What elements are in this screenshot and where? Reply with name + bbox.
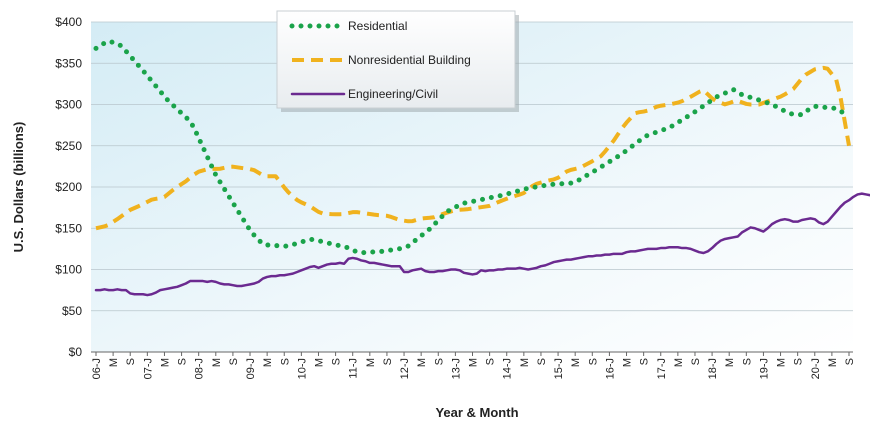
x-tick-label: S — [485, 358, 497, 365]
x-tick-label: S — [433, 358, 445, 365]
x-tick-label: M — [724, 358, 736, 367]
x-tick-label: 09-J — [245, 358, 257, 379]
x-axis-ticks: 06-J M S 07-J M S 08-J M S 09-J M S 10-J M S 11-J M S 12-J… — [91, 352, 856, 379]
x-tick-label: 12-J — [399, 358, 411, 379]
x-tick-label: M — [570, 358, 582, 367]
x-tick-label: M — [159, 358, 171, 367]
series-nonresidential-building — [95, 65, 851, 231]
x-tick-label: S — [331, 358, 343, 365]
x-tick-label: M — [365, 358, 377, 367]
x-tick-label: M — [673, 358, 685, 367]
x-tick-label: 18-J — [707, 358, 719, 379]
x-tick-label: S — [382, 358, 394, 365]
y-tick-label: $150 — [55, 221, 82, 235]
x-tick-label: S — [279, 358, 291, 365]
y-axis-ticks: $0 $50 $100 $150 $200 $250 $300 $350 $400 — [55, 15, 82, 359]
x-tick-label: M — [262, 358, 274, 367]
x-tick-label: 11-J — [348, 358, 360, 379]
x-tick-label: S — [125, 358, 137, 365]
x-tick-label: S — [793, 358, 805, 365]
x-tick-label: 08-J — [194, 358, 206, 379]
series-line-nonresidential-building — [95, 65, 851, 231]
x-tick-label: M — [211, 358, 223, 367]
x-tick-label: 13-J — [450, 358, 462, 379]
x-tick-label: 15-J — [553, 358, 565, 379]
x-tick-label: M — [622, 358, 634, 367]
x-tick-label: M — [776, 358, 788, 367]
x-tick-label: S — [639, 358, 651, 365]
x-tick-label: M — [313, 358, 325, 367]
y-axis-title: U.S. Dollars (billions) — [11, 122, 26, 253]
y-tick-label: $300 — [55, 98, 82, 112]
x-tick-label: S — [844, 358, 856, 365]
x-tick-label: 10-J — [296, 358, 308, 379]
x-tick-label: 20-J — [810, 358, 822, 379]
x-tick-label: 19-J — [758, 358, 770, 379]
series-residential — [93, 38, 852, 256]
x-tick-label: S — [536, 358, 548, 365]
x-tick-label: 06-J — [91, 358, 103, 379]
y-tick-label: $100 — [55, 263, 82, 277]
x-tick-label: M — [416, 358, 428, 367]
legend: Residential Nonresidential Building Engine… — [276, 10, 519, 112]
y-tick-label: $350 — [55, 56, 82, 70]
x-tick-label: M — [108, 358, 120, 367]
x-tick-label: 14-J — [502, 358, 514, 379]
x-tick-label: S — [741, 358, 753, 365]
y-tick-label: $400 — [55, 15, 82, 29]
x-tick-label: 07-J — [142, 358, 154, 379]
y-tick-label: $50 — [62, 304, 82, 318]
x-tick-label: S — [228, 358, 240, 365]
legend-label-engineering-civil: Engineering/Civil — [348, 87, 438, 101]
x-tick-label: 17-J — [656, 358, 668, 379]
y-tick-label: $250 — [55, 139, 82, 153]
y-tick-label: $200 — [55, 180, 82, 194]
x-tick-label: S — [177, 358, 189, 365]
x-tick-label: S — [690, 358, 702, 365]
legend-label-residential: Residential — [348, 19, 407, 33]
x-tick-label: M — [468, 358, 480, 367]
x-tick-label: M — [827, 358, 839, 367]
series-line-engineering-civil — [94, 192, 870, 297]
x-axis-title: Year & Month — [435, 405, 518, 420]
legend-label-nonresidential-building: Nonresidential Building — [348, 53, 471, 67]
x-tick-label: M — [519, 358, 531, 367]
x-tick-label: 16-J — [604, 358, 616, 379]
series-layer — [93, 38, 870, 297]
series-engineering-civil — [94, 192, 870, 297]
x-tick-label: S — [587, 358, 599, 365]
series-line-residential — [93, 38, 852, 256]
y-tick-label: $0 — [69, 345, 83, 359]
